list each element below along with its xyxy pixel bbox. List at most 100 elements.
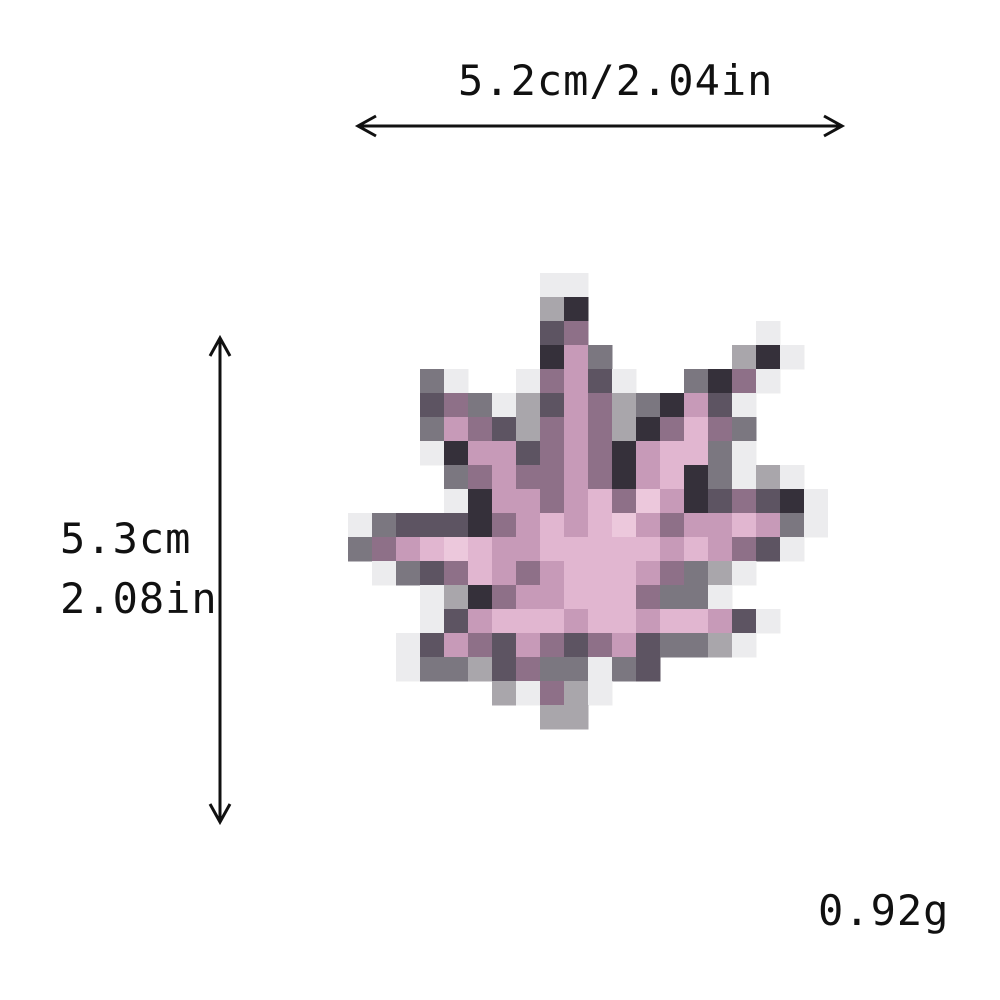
leaf-pixel: [468, 609, 493, 634]
leaf-pixel: [636, 657, 661, 682]
leaf-pixel: [468, 417, 493, 442]
leaf-pixel: [612, 369, 637, 394]
leaf-pixel: [780, 345, 805, 370]
leaf-pixel: [564, 657, 589, 682]
leaf-pixel: [540, 321, 565, 346]
leaf-pixel: [372, 537, 397, 562]
leaf-pixel: [588, 345, 613, 370]
leaf-pixel: [468, 585, 493, 610]
leaf-pixel: [396, 537, 421, 562]
leaf-pixel: [660, 537, 685, 562]
leaf-pixel: [684, 465, 709, 490]
leaf-pixel: [444, 465, 469, 490]
leaf-pixel: [708, 609, 733, 634]
leaf-pixel: [468, 393, 493, 418]
leaf-pixel: [612, 657, 637, 682]
leaf-pixel: [564, 489, 589, 514]
leaf-pixel: [732, 537, 757, 562]
leaf-pixel: [636, 465, 661, 490]
leaf-pixel: [564, 513, 589, 538]
leaf-pixel: [636, 537, 661, 562]
leaf-pixel: [540, 465, 565, 490]
leaf-pixel: [804, 513, 828, 538]
leaf-pixel: [564, 297, 589, 322]
leaf-pixel: [612, 633, 637, 658]
leaf-pixel: [468, 537, 493, 562]
leaf-pixel: [588, 561, 613, 586]
leaf-pixel: [420, 633, 445, 658]
leaf-pixel: [444, 369, 469, 394]
leaf-pixel: [660, 609, 685, 634]
leaf-pixel: [756, 369, 781, 394]
leaf-pixel: [540, 657, 565, 682]
leaf-pixel: [684, 417, 709, 442]
leaf-pixel: [372, 513, 397, 538]
leaf-pixel: [612, 489, 637, 514]
leaf-pixel: [684, 369, 709, 394]
leaf-pixel: [444, 441, 469, 466]
leaf-pixel: [516, 393, 541, 418]
leaf-pixel: [492, 417, 517, 442]
leaf-pixel: [756, 345, 781, 370]
leaf-pixel: [492, 585, 517, 610]
leaf-pixel: [660, 441, 685, 466]
pink-leaf-icon: [348, 273, 828, 730]
leaf-pixel: [492, 489, 517, 514]
leaf-pixel: [492, 513, 517, 538]
leaf-pixel: [684, 609, 709, 634]
leaf-pixel: [612, 465, 637, 490]
leaf-pixel: [372, 561, 397, 586]
leaf-pixel: [588, 417, 613, 442]
leaf-pixel: [564, 345, 589, 370]
leaf-pixel: [612, 585, 637, 610]
leaf-pixel: [564, 417, 589, 442]
leaf-pixel: [588, 369, 613, 394]
leaf-pixel: [564, 441, 589, 466]
leaf-pixel: [684, 441, 709, 466]
leaf-pixel: [396, 561, 421, 586]
width-arrow-icon: [354, 114, 846, 138]
leaf-pixel: [588, 657, 613, 682]
leaf-pixel: [612, 537, 637, 562]
leaf-pixel: [444, 633, 469, 658]
leaf-pixel: [660, 633, 685, 658]
leaf-pixel: [540, 561, 565, 586]
leaf-pixel: [708, 537, 733, 562]
leaf-pixel: [444, 657, 469, 682]
leaf-pixel: [420, 609, 445, 634]
height-arrow-icon: [208, 334, 232, 826]
leaf-pixel: [732, 513, 757, 538]
leaf-pixel: [444, 393, 469, 418]
leaf-pixel: [564, 369, 589, 394]
leaf-pixel: [588, 465, 613, 490]
leaf-pixel: [468, 489, 493, 514]
leaf-pixel: [732, 369, 757, 394]
leaf-pixel: [660, 513, 685, 538]
leaf-pixel: [492, 609, 517, 634]
leaf-pixel: [684, 561, 709, 586]
leaf-pixel: [516, 369, 541, 394]
leaf-pixel: [612, 513, 637, 538]
leaf-pixel: [540, 681, 565, 706]
leaf-pixel: [564, 609, 589, 634]
height-dimension-label-in: 2.08in: [60, 574, 218, 623]
leaf-pixel: [540, 273, 565, 298]
leaf-pixel: [516, 489, 541, 514]
leaf-pixel: [564, 585, 589, 610]
leaf-pixel: [492, 537, 517, 562]
leaf-pixel: [492, 561, 517, 586]
leaf-pixel: [564, 633, 589, 658]
leaf-pixel: [492, 393, 517, 418]
leaf-pixel: [660, 465, 685, 490]
leaf-pixel: [540, 297, 565, 322]
leaf-pixel: [444, 609, 469, 634]
leaf-pixel: [636, 609, 661, 634]
leaf-pixel: [492, 633, 517, 658]
leaf-pixel: [708, 441, 733, 466]
leaf-pixel: [708, 393, 733, 418]
leaf-pixel: [516, 657, 541, 682]
leaf-pixel: [540, 609, 565, 634]
leaf-pixel: [420, 561, 445, 586]
leaf-pixel: [756, 489, 781, 514]
leaf-pixel: [684, 489, 709, 514]
